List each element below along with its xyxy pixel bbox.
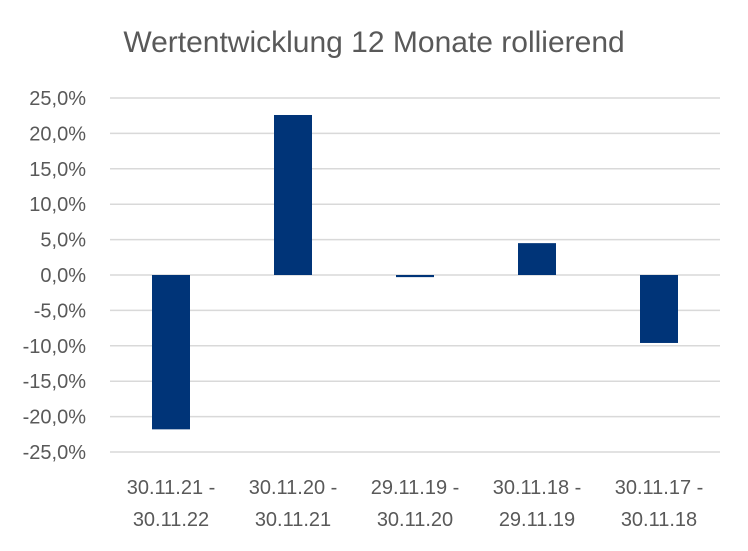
y-tick-label: 10,0% <box>29 194 86 216</box>
y-tick-label: 20,0% <box>29 123 86 145</box>
x-category-label: 29.11.19 - <box>371 477 460 499</box>
bar <box>640 275 678 343</box>
y-axis-labels: 25,0% 20,0% 15,0% 10,0% 5,0% 0,0% -5,0% -10,0% -… <box>23 88 87 464</box>
x-axis-labels: 30.11.21 - 30.11.22 30.11.20 - 30.11.21 29.1… <box>127 477 704 531</box>
x-category-label: 30.11.17 - <box>615 477 704 499</box>
y-tick-label: -10,0% <box>23 336 87 358</box>
x-category-label: 30.11.22 <box>133 509 209 531</box>
x-category-label: 30.11.21 <box>255 509 331 531</box>
bars <box>152 114 678 430</box>
bar <box>152 275 190 430</box>
bar <box>274 114 312 275</box>
x-category-label: 30.11.18 <box>621 509 697 531</box>
y-tick-label: 5,0% <box>40 230 86 252</box>
x-category-label: 30.11.18 - <box>493 477 582 499</box>
x-category-label: 29.11.19 <box>499 509 575 531</box>
bar <box>396 275 434 278</box>
chart-title: Wertentwicklung 12 Monate rollierend <box>123 26 625 59</box>
x-category-label: 30.11.20 - <box>249 477 338 499</box>
y-tick-label: 0,0% <box>40 265 86 287</box>
x-category-label: 30.11.21 - <box>127 477 216 499</box>
y-tick-label: -15,0% <box>23 371 87 393</box>
y-tick-label: -20,0% <box>23 407 87 429</box>
bar <box>518 243 556 275</box>
y-tick-label: 15,0% <box>29 159 86 181</box>
y-tick-label: -5,0% <box>34 300 86 322</box>
gridlines <box>110 97 720 453</box>
x-category-label: 30.11.20 <box>377 509 453 531</box>
y-tick-label: -25,0% <box>23 442 87 464</box>
y-tick-label: 25,0% <box>29 88 86 110</box>
